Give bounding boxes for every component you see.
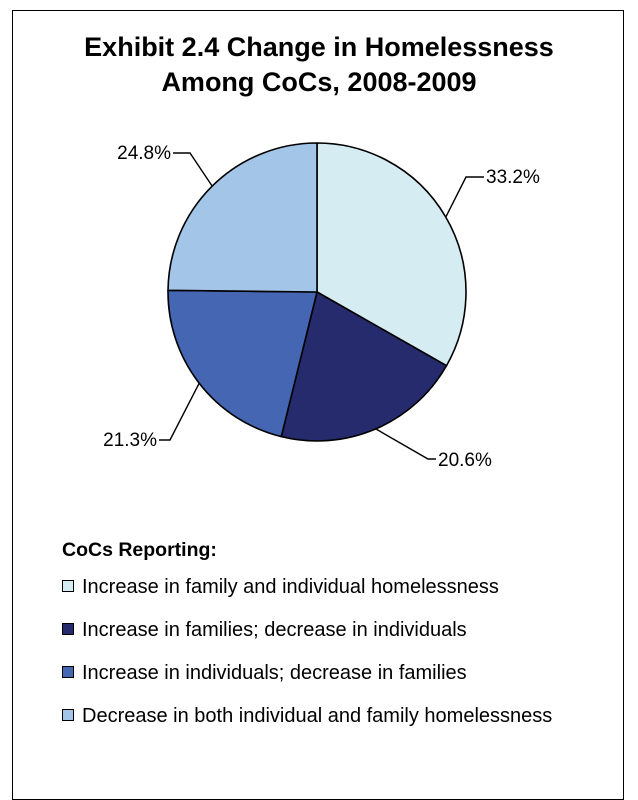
- legend-item: Increase in families; decrease in indivi…: [62, 617, 622, 643]
- legend-swatch: [62, 666, 74, 678]
- legend-item: Decrease in both individual and family h…: [62, 703, 622, 729]
- chart-title-line-2: Among CoCs, 2008-2009: [161, 67, 477, 97]
- legend-item: Increase in family and individual homele…: [62, 574, 622, 600]
- legend-swatch: [62, 623, 74, 635]
- pie-slice: [316, 142, 467, 367]
- legend-swatch: [62, 709, 74, 721]
- chart-title-line-1: Exhibit 2.4 Change in Homelessness: [84, 32, 554, 62]
- chart-title: Exhibit 2.4 Change in Homelessness Among…: [0, 30, 638, 100]
- pie-chart: 33.2% 20.6% 21.3% 24.8%: [103, 142, 540, 471]
- pie-slice: [280, 291, 448, 442]
- legend-item: Increase in individuals; decrease in fam…: [62, 660, 622, 686]
- data-label: 33.2%: [486, 167, 540, 188]
- leader-line: [445, 176, 484, 218]
- data-labels: 33.2% 20.6% 21.3% 24.8%: [103, 143, 540, 471]
- data-label: 20.6%: [438, 450, 492, 471]
- legend-swatch: [62, 580, 74, 592]
- legend-label: Increase in family and individual homele…: [82, 576, 499, 598]
- leader-lines: [159, 152, 484, 460]
- legend-heading: CoCs Reporting:: [62, 539, 217, 561]
- leader-line: [375, 428, 436, 460]
- legend: CoCs Reporting: Increase in family and i…: [62, 538, 622, 746]
- data-label: 24.8%: [117, 143, 171, 164]
- leader-line: [173, 152, 213, 187]
- pie-slice: [167, 142, 318, 293]
- pie-slices: [167, 142, 467, 442]
- legend-label: Decrease in both individual and family h…: [82, 705, 553, 727]
- legend-label: Increase in families; decrease in indivi…: [82, 619, 467, 641]
- leader-line: [159, 382, 200, 441]
- legend-label: Increase in individuals; decrease in fam…: [82, 662, 467, 684]
- data-label: 21.3%: [103, 430, 157, 451]
